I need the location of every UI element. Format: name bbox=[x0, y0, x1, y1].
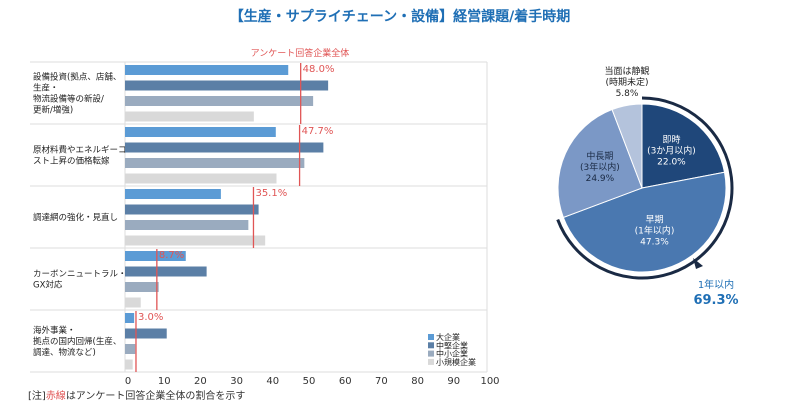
x-tick-label: 100 bbox=[480, 376, 499, 387]
legend-label: 中堅企業 bbox=[436, 340, 468, 350]
bar-小規模企業 bbox=[125, 111, 254, 122]
legend-label: 小規模企業 bbox=[436, 357, 476, 367]
category-label: 調達網の強化・見直し bbox=[33, 212, 118, 223]
bar-大企業 bbox=[125, 313, 135, 323]
x-tick-label: 60 bbox=[339, 376, 352, 387]
x-tick-label: 10 bbox=[158, 376, 171, 387]
chart-note: [注]赤線はアンケート回答企業全体の割合を示す bbox=[28, 387, 245, 402]
within-1-year-bracket bbox=[556, 96, 734, 280]
bar-中堅企業 bbox=[125, 204, 259, 215]
bar-中堅企業 bbox=[125, 328, 167, 339]
bar-中小企業 bbox=[125, 344, 136, 354]
note-red: 赤線 bbox=[45, 391, 66, 402]
pie-slice-label: 24.9% bbox=[586, 174, 615, 184]
category-label: 調達、物流など) bbox=[33, 347, 96, 358]
bar-中小企業 bbox=[125, 282, 159, 292]
pie-slice bbox=[557, 108, 643, 219]
bar-小規模企業 bbox=[125, 359, 133, 370]
legend-label: 大企業 bbox=[436, 332, 460, 342]
bar-小規模企業 bbox=[125, 235, 266, 246]
category-label: カーボンニュートラル・ bbox=[33, 270, 127, 280]
x-tick-label: 20 bbox=[194, 376, 207, 387]
bar-中堅企業 bbox=[125, 80, 329, 91]
category-label: 更新/増強) bbox=[33, 105, 73, 116]
bar-小規模企業 bbox=[125, 297, 141, 308]
legend-swatch bbox=[428, 342, 434, 349]
bar-大企業 bbox=[125, 189, 221, 199]
pie-slice-label: 中長期 bbox=[586, 150, 613, 162]
x-tick-label: 70 bbox=[375, 376, 388, 387]
category-label: 生産・ bbox=[33, 83, 59, 94]
pie-slice-label: (3年以内) bbox=[580, 161, 620, 173]
legend-swatch bbox=[428, 350, 434, 357]
legend-label: 中小企業 bbox=[436, 349, 468, 359]
pie-slice-label: (時期未定) bbox=[605, 76, 648, 88]
category-label: 原材料費やエネルギーコ bbox=[33, 145, 127, 156]
bar-大企業 bbox=[125, 65, 289, 75]
bar-中小企業 bbox=[125, 158, 305, 168]
category-label: 海外事業・ bbox=[33, 325, 76, 336]
pie-slice bbox=[611, 103, 643, 189]
overall-line-label: アンケート回答企業全体 bbox=[251, 47, 350, 59]
x-tick-label: 90 bbox=[447, 376, 460, 387]
x-tick-label: 30 bbox=[230, 376, 243, 387]
category-label: GX対応 bbox=[33, 280, 63, 291]
category-label: 物流設備等の新設/ bbox=[33, 94, 104, 105]
bar-中堅企業 bbox=[125, 142, 324, 153]
x-tick-label: 80 bbox=[411, 376, 424, 387]
overall-value-label: 3.0% bbox=[138, 312, 163, 323]
bracket-label: 1年以内 bbox=[698, 278, 734, 291]
category-label: 拠点の国内回帰(生産、 bbox=[33, 336, 121, 347]
x-tick-label: 40 bbox=[266, 376, 279, 387]
bracket-pointer-icon bbox=[693, 258, 703, 269]
x-tick-label: 0 bbox=[125, 376, 131, 387]
pie-slice-label: 当面は静観 bbox=[604, 65, 649, 77]
bar-大企業 bbox=[125, 251, 186, 261]
legend-swatch bbox=[428, 358, 434, 365]
pie-slice-label: 47.3% bbox=[640, 237, 669, 247]
bar-大企業 bbox=[125, 127, 276, 137]
note-prefix: [注] bbox=[28, 391, 46, 402]
overall-value-label: 35.1% bbox=[255, 188, 287, 199]
note-suffix: はアンケート回答企業全体の割合を示す bbox=[65, 391, 246, 402]
pie-slice-label: 5.8% bbox=[616, 89, 639, 99]
bar-中小企業 bbox=[125, 96, 314, 106]
x-tick-label: 50 bbox=[303, 376, 316, 387]
bar-中小企業 bbox=[125, 220, 249, 230]
legend-swatch bbox=[428, 334, 434, 340]
overall-value-label: 47.7% bbox=[302, 126, 334, 137]
bar-小規模企業 bbox=[125, 173, 277, 184]
overall-value-label: 8.7% bbox=[159, 250, 184, 261]
bracket-value: 69.3% bbox=[693, 293, 738, 308]
pie-slice-label: 早期 bbox=[645, 214, 663, 225]
pie-slice-label: (3か月以内) bbox=[647, 144, 696, 156]
category-label: 設備投資(拠点、店舗、 bbox=[33, 72, 121, 83]
category-label: スト上昇の価格転嫁 bbox=[33, 156, 110, 167]
pie-slice-label: (1年以内) bbox=[635, 224, 675, 236]
pie-slice bbox=[641, 103, 726, 189]
pie-slice bbox=[562, 171, 727, 273]
pie-slice-label: 即時 bbox=[662, 134, 680, 145]
overall-value-label: 48.0% bbox=[303, 64, 335, 75]
pie-slice-label: 22.0% bbox=[657, 157, 686, 167]
bar-中堅企業 bbox=[125, 266, 207, 277]
chart-title: 【生産・サプライチェーン・設備】経営課題/着手時期 bbox=[229, 9, 571, 25]
